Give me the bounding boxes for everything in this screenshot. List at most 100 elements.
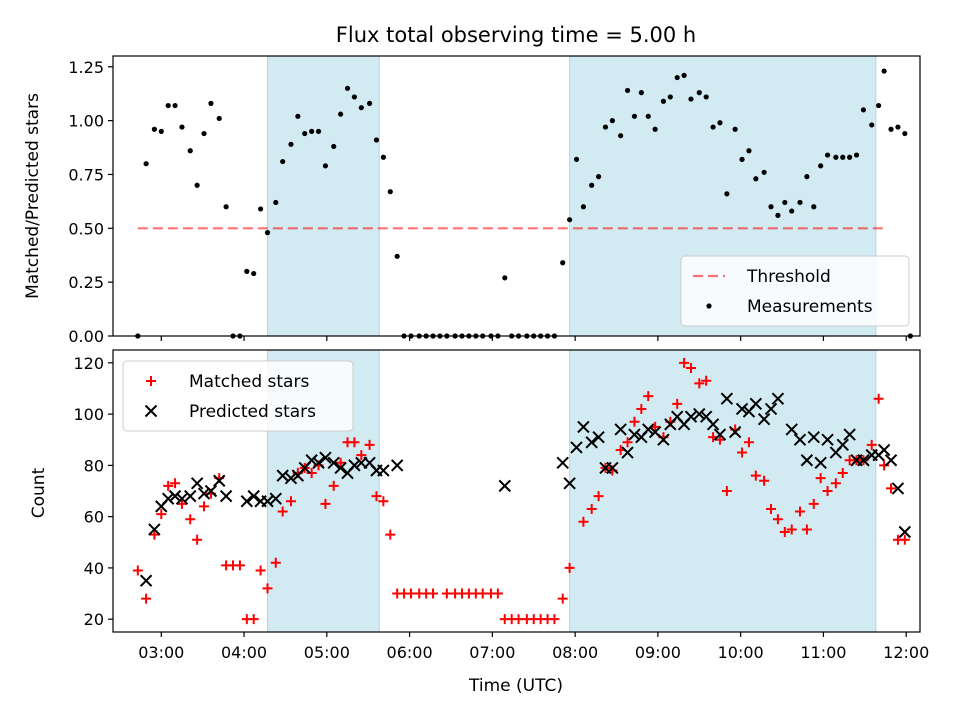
measurements-point [768,204,774,210]
matched-stars-point [262,583,273,594]
measurements-point [746,148,752,154]
x-tick-label: 08:00 [552,643,598,662]
matched-stars-point [899,534,910,545]
measurements-point [380,154,386,160]
measurements-point [618,133,624,139]
measurements-point [387,189,393,195]
measurements-point [881,68,887,74]
count-legend-box [122,360,354,432]
matched-stars-point [694,378,705,389]
matched-stars-point [837,468,848,479]
measurements-point [309,128,315,134]
measurements-point [158,128,164,134]
predicted-stars-point [720,392,734,405]
measurements-point [273,199,279,206]
measurements-point [645,113,651,119]
predicted-stars-point [684,410,698,423]
measurements-point [573,156,580,162]
measurements-point [818,163,824,169]
predicted-stars-point [814,456,827,470]
predicted-stars-point [305,454,318,467]
predicted-stars-point [735,402,749,416]
matched-stars-point [636,403,647,414]
measurements-point [560,260,566,266]
predicted-stars-point [836,438,849,452]
measurements-point [258,206,264,212]
measurements-point [624,87,631,94]
matched-stars-point [349,437,360,448]
measurements-point [280,158,286,165]
measurements-point [322,163,329,169]
measurements-point [847,154,853,160]
matched-stars-point [199,501,210,512]
matched-stars-point [779,527,790,538]
predicted-stars-point [706,418,720,431]
matched-stars-point [714,434,725,445]
matched-stars-point [371,491,382,502]
matched-stars-point [248,614,259,625]
measurements-point [172,102,178,109]
predicted-stars-point [793,433,807,446]
predicted-stars-point [319,451,332,464]
measurements-point [840,154,846,160]
matched-stars-point [873,393,884,404]
predicted-stars-point [327,456,340,470]
ratio-shaded-interval-1 [267,55,380,337]
predicted-stars-point [749,397,763,411]
measurements-point [609,118,615,124]
predicted-stars-point [821,433,834,446]
measurements-point [876,102,882,109]
matched-stars-point [492,588,503,599]
predicted-stars-point [570,441,583,454]
matched-stars-point [132,565,143,576]
predicted-stars-point [614,423,627,436]
ratio-y-tick-label: 1.25 [68,58,104,77]
ratio-legend-box [680,255,910,327]
matched-stars-point [586,503,597,514]
measurements-point [717,120,723,126]
matched-stars-point [149,529,160,540]
matched-stars-point [356,450,367,461]
predicted-stars-point [884,454,898,467]
predicted-stars-point [585,436,598,449]
matched-stars-point [170,478,181,489]
measurements-point [761,169,767,175]
ratio-y-tick-label: 0.75 [68,165,104,184]
measurements-point [681,72,687,78]
matched-stars-point [156,509,167,520]
measurements-point [789,208,795,214]
count-y-tick-label: 60 [84,508,104,527]
predicted-stars-point [877,443,891,457]
measurements-point [853,152,860,158]
measurements-point [833,154,839,160]
measurements-point [602,124,609,130]
predicted-stars-point [348,459,361,472]
measurements-point [194,182,200,188]
x-axis-label: Time (UTC) [468,676,563,696]
predicted-stars-point [592,430,605,444]
matched-stars-point [364,439,375,450]
matched-stars-point [743,437,754,448]
matched-stars-point [428,588,439,599]
predicted-stars-point [269,492,282,505]
matched-stars-point [385,529,396,540]
count-y-tick-label: 80 [84,456,104,475]
count-y-tick-label: 20 [84,610,104,629]
measurements-point [244,268,250,274]
measurements-point [869,122,875,128]
measurements-point [688,96,694,102]
matched-stars-point [801,524,812,535]
predicted-stars-point [728,425,742,439]
matched-stars-point [672,398,683,409]
predicted-stars-point [261,495,274,508]
matched-stars-point [679,357,690,368]
matched-stars-point [830,478,841,489]
measurements-legend-handle [706,303,712,309]
measurements-point [351,94,358,100]
measurements-point [860,107,867,113]
measurements-point [567,217,573,223]
measurements-point [580,204,587,210]
measurements-point [753,176,759,182]
matched-stars-point [320,498,331,509]
